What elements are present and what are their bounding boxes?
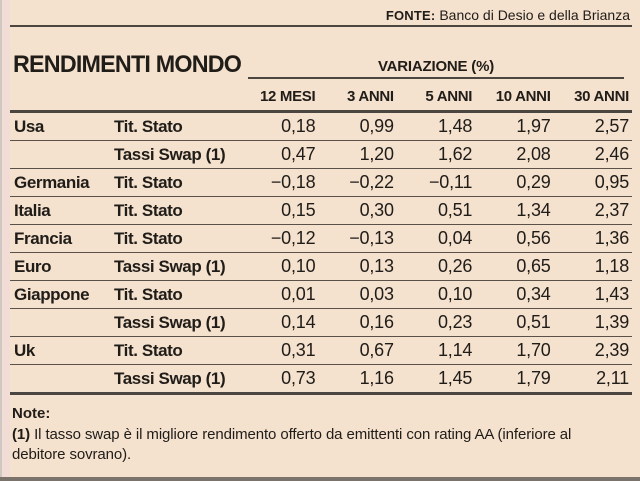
value-cell: 1,36 xyxy=(594,228,629,248)
instrument-cell: Tit. Stato xyxy=(114,172,183,192)
value-cell: 0,10 xyxy=(281,256,316,276)
value-cell: 1,18 xyxy=(594,256,629,276)
instrument-cell: Tit. Stato xyxy=(114,284,183,304)
column-header: 5 ANNI xyxy=(425,88,473,105)
value-cell: 2,46 xyxy=(594,144,629,164)
instrument-cell: Tit. Stato xyxy=(114,200,183,220)
country-cell: Francia xyxy=(14,228,72,248)
value-cell: 0,01 xyxy=(281,284,316,304)
value-cell: 1,34 xyxy=(516,200,551,220)
value-cell: 0,29 xyxy=(516,172,551,192)
instrument-cell: Tassi Swap (1) xyxy=(114,256,226,276)
value-cell: 0,67 xyxy=(359,340,394,360)
column-header: 10 ANNI xyxy=(495,88,551,105)
instrument-cell: Tit. Stato xyxy=(114,228,183,248)
source-divider xyxy=(10,25,632,27)
table-row: Usa Tit. Stato 0,18 0,99 1,48 1,97 2,57 xyxy=(10,113,632,141)
value-cell: 2,57 xyxy=(594,116,629,136)
value-cell: 1,16 xyxy=(359,368,394,388)
instrument-cell: Tit. Stato xyxy=(114,340,183,360)
value-cell: 2,37 xyxy=(594,200,629,220)
value-cell: 0,99 xyxy=(359,116,394,136)
value-cell: 2,39 xyxy=(594,340,629,360)
source-label: FONTE: xyxy=(385,8,436,23)
value-cell: 1,14 xyxy=(437,340,473,360)
country-cell: Giappone xyxy=(14,284,90,304)
value-cell: 2,08 xyxy=(516,144,551,164)
column-header: 3 ANNI xyxy=(346,88,394,105)
value-cell: 0,18 xyxy=(281,116,316,136)
value-cell: 1,20 xyxy=(359,144,394,164)
country-cell: Euro xyxy=(14,256,52,276)
value-cell: 0,16 xyxy=(359,312,394,332)
country-cell: Italia xyxy=(14,200,51,220)
table-row: Italia Tit. Stato 0,15 0,30 0,51 1,34 2,37 xyxy=(10,197,632,225)
value-cell: 0,56 xyxy=(516,228,551,248)
value-cell: −0,12 xyxy=(270,228,316,248)
value-cell: 0,47 xyxy=(281,144,316,164)
value-cell: 1,48 xyxy=(437,116,473,136)
country-cell: Usa xyxy=(14,116,44,136)
table-column-headers: 12 MESI 3 ANNI 5 ANNI 10 ANNI 30 ANNI xyxy=(10,80,632,110)
table-row: Giappone Tit. Stato 0,01 0,03 0,10 0,34 1,43 xyxy=(10,281,632,309)
column-group-divider xyxy=(248,77,624,79)
column-group-label: VARIAZIONE (%) xyxy=(377,58,495,75)
value-cell: 1,39 xyxy=(594,312,629,332)
column-header: 12 MESI xyxy=(259,88,316,105)
page-left-edge xyxy=(0,0,10,481)
value-cell: 0,65 xyxy=(516,256,551,276)
country-cell: Germania xyxy=(14,172,90,192)
value-cell: 2,11 xyxy=(596,368,629,388)
note-1: (1) Il tasso swap è il migliore rendimen… xyxy=(12,425,628,466)
table-row: Euro Tassi Swap (1) 0,10 0,13 0,26 0,65 1,18 xyxy=(10,253,632,281)
value-cell: 0,73 xyxy=(281,368,316,388)
notes-heading: Note: xyxy=(12,405,51,422)
value-cell: 0,26 xyxy=(437,256,473,276)
note-text: Il tasso swap è il migliore rendimento o… xyxy=(12,426,572,464)
value-cell: 0,13 xyxy=(359,256,394,276)
instrument-cell: Tit. Stato xyxy=(114,116,183,136)
value-cell: 0,04 xyxy=(437,228,473,248)
table-row: Tassi Swap (1) 0,73 1,16 1,45 1,79 2,11 xyxy=(10,365,632,392)
value-cell: 1,79 xyxy=(516,368,551,388)
value-cell: −0,13 xyxy=(349,228,394,248)
value-cell: 0,03 xyxy=(359,284,394,304)
country-cell: Uk xyxy=(14,340,35,360)
column-header: 30 ANNI xyxy=(574,88,629,105)
table-row: Francia Tit. Stato −0,12 −0,13 0,04 0,56 1,36 xyxy=(10,225,632,253)
value-cell: 0,14 xyxy=(281,312,316,332)
value-cell: 0,31 xyxy=(281,340,316,360)
table-row: Uk Tit. Stato 0,31 0,67 1,14 1,70 2,39 xyxy=(10,337,632,365)
value-cell: 1,70 xyxy=(516,340,551,360)
value-cell: −0,11 xyxy=(428,172,473,192)
value-cell: 1,62 xyxy=(437,144,473,164)
value-cell: 0,51 xyxy=(437,200,473,220)
source-line: FONTE: Banco di Desio e della Brianza xyxy=(386,7,630,23)
table-row: Tassi Swap (1) 0,14 0,16 0,23 0,51 1,39 xyxy=(10,309,632,337)
value-cell: 0,15 xyxy=(281,200,316,220)
source-value: Banco di Desio e della Brianza xyxy=(439,7,630,23)
value-cell: 0,23 xyxy=(437,312,473,332)
value-cell: 0,10 xyxy=(437,284,473,304)
value-cell: −0,22 xyxy=(349,172,394,192)
page-bottom-edge xyxy=(0,477,640,481)
value-cell: 0,51 xyxy=(516,312,551,332)
instrument-cell: Tassi Swap (1) xyxy=(114,368,226,388)
value-cell: 1,43 xyxy=(594,284,629,304)
table-body: Usa Tit. Stato 0,18 0,99 1,48 1,97 2,57 Tassi S… xyxy=(10,110,632,395)
value-cell: 0,34 xyxy=(516,284,551,304)
value-cell: 1,97 xyxy=(516,116,551,136)
instrument-cell: Tassi Swap (1) xyxy=(114,312,226,332)
table-row: Germania Tit. Stato −0,18 −0,22 −0,11 0,29 0,9… xyxy=(10,169,632,197)
page-title: RENDIMENTI MONDO xyxy=(13,51,242,78)
value-cell: −0,18 xyxy=(270,172,316,192)
value-cell: 0,95 xyxy=(594,172,629,192)
value-cell: 1,45 xyxy=(437,368,473,388)
value-cell: 0,30 xyxy=(359,200,394,220)
instrument-cell: Tassi Swap (1) xyxy=(114,144,226,164)
notes-section: Note: (1) Il tasso swap è il migliore re… xyxy=(12,405,628,466)
note-marker: (1) xyxy=(12,426,31,443)
table-row: Tassi Swap (1) 0,47 1,20 1,62 2,08 2,46 xyxy=(10,141,632,169)
